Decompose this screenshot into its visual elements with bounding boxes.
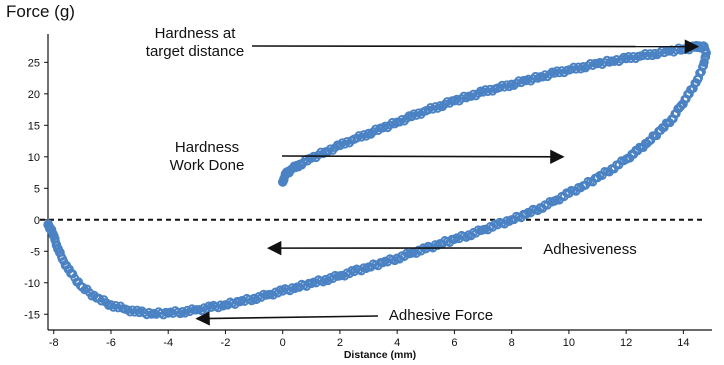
annotation-adhesive-force: Adhesive Force <box>389 307 493 324</box>
data-points <box>43 40 711 320</box>
data-point <box>701 48 711 58</box>
annotation-arrow <box>251 39 700 54</box>
x-tick-label: 10 <box>563 337 575 349</box>
y-tick-label: -5 <box>30 246 40 258</box>
data-point <box>43 220 53 230</box>
annotation-hardness-target: Hardness at target distance <box>146 25 244 60</box>
y-tick-label: 5 <box>34 183 40 195</box>
annotation-adhesiveness: Adhesiveness <box>543 241 636 258</box>
y-axis-label: Force (g) <box>6 2 75 21</box>
x-tick-label: 4 <box>394 337 400 349</box>
x-tick-label: 6 <box>451 337 457 349</box>
x-tick-label: 8 <box>509 337 515 349</box>
x-tick-label: 14 <box>677 337 689 349</box>
x-tick-label: 12 <box>620 337 632 349</box>
x-tick-label: -8 <box>49 337 59 349</box>
y-tick-label: 25 <box>28 57 40 69</box>
y-tick-label: 15 <box>28 120 40 132</box>
x-tick-label: 0 <box>280 337 286 349</box>
y-tick-label: -15 <box>24 309 40 321</box>
annotation-hardness-work: Hardness Work Done <box>170 139 245 174</box>
x-axis-label: Distance (mm) <box>344 349 416 361</box>
x-tick-label: -2 <box>221 337 231 349</box>
y-tick-label: 20 <box>28 89 40 101</box>
x-tick-label: 2 <box>337 337 343 349</box>
annotations: Hardness at target distance Hardness Work D… <box>146 25 700 326</box>
x-tick-label: -4 <box>163 337 173 349</box>
annotation-arrow <box>195 311 379 326</box>
annotation-arrow <box>281 149 565 164</box>
data-point-fill <box>700 52 710 62</box>
y-tick-label: -10 <box>24 278 40 290</box>
axes: -8 -6 -4 -2 0 2 4 6 8 10 12 14 -15 -10 -5 0 5 10 15 20 25 <box>24 34 712 349</box>
y-tick-label: 0 <box>34 215 40 227</box>
y-tick-label: 10 <box>28 152 40 164</box>
x-tick-label: -6 <box>106 337 116 349</box>
